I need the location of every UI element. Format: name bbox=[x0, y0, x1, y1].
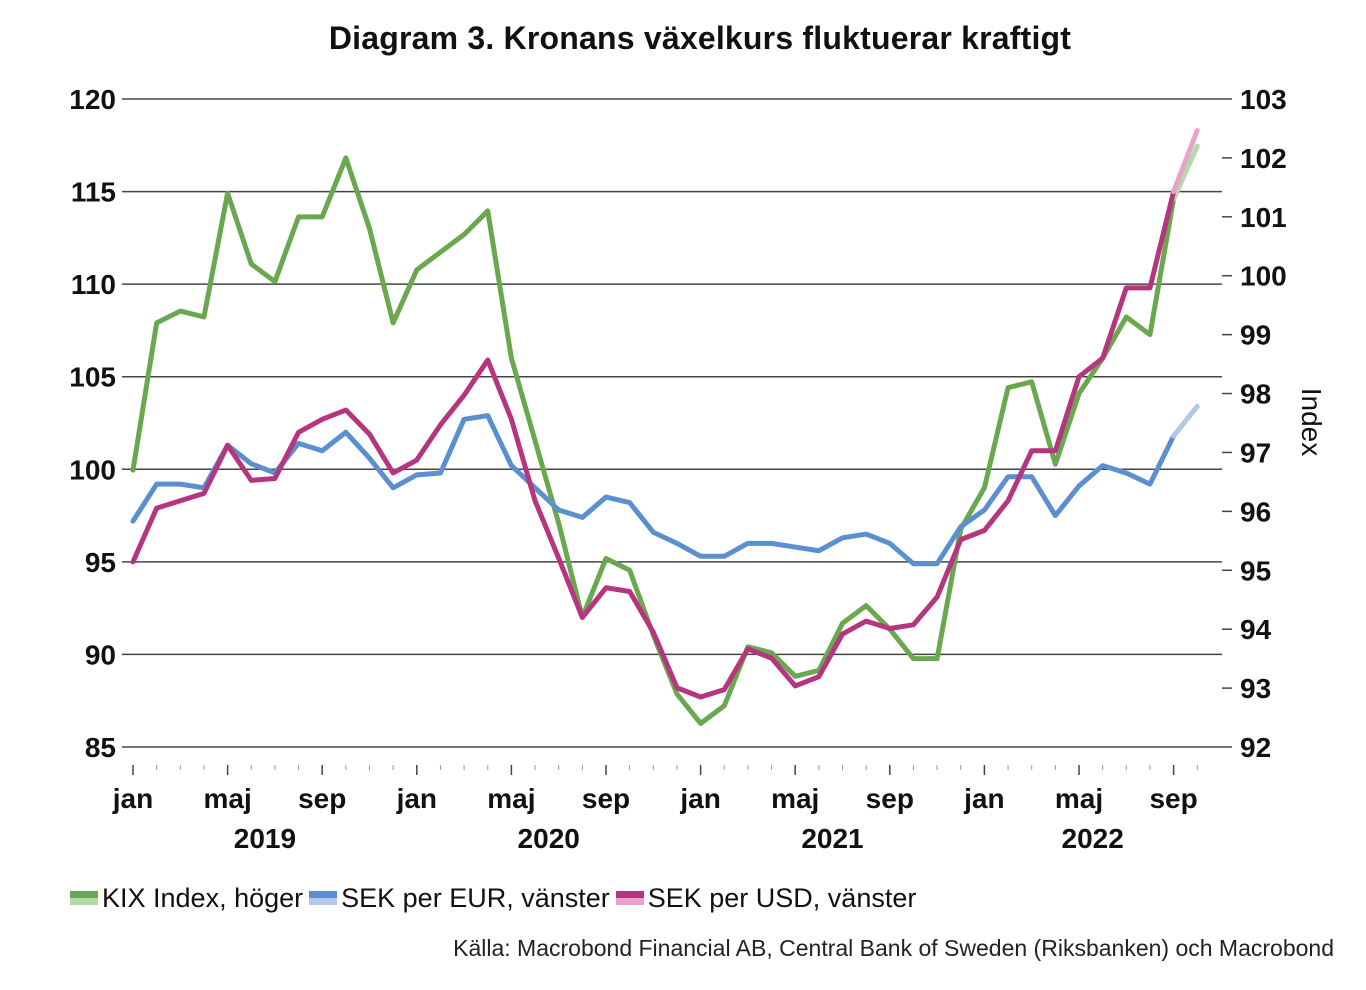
x-month-label: sep bbox=[582, 783, 630, 814]
x-year-label: 2022 bbox=[1062, 823, 1124, 854]
series-line-projection bbox=[1171, 127, 1200, 195]
left-tick-label: 120 bbox=[69, 84, 116, 115]
right-tick-label: 103 bbox=[1240, 84, 1287, 115]
x-month-label: jan bbox=[679, 783, 720, 814]
left-tick-label: 110 bbox=[71, 269, 116, 300]
legend-swatch bbox=[615, 891, 644, 905]
x-year-label: 2019 bbox=[234, 823, 296, 854]
right-y-axis: 92 93 94 95 96 97 98 99 100 101 102 103 bbox=[1222, 84, 1287, 763]
series-line-projection bbox=[1171, 143, 1200, 202]
x-month-label: maj bbox=[487, 783, 535, 814]
chart-title: Diagram 3. Kronans växelkurs fluktuerar … bbox=[328, 20, 1072, 56]
left-tick-label: 95 bbox=[85, 547, 116, 578]
source-note: Källa: Macrobond Financial AB, Central B… bbox=[453, 935, 1334, 961]
right-tick-label: 92 bbox=[1240, 732, 1271, 763]
x-year-label: 2021 bbox=[801, 823, 863, 854]
series-line bbox=[130, 413, 1177, 567]
series-line bbox=[130, 189, 1177, 700]
right-tick-label: 101 bbox=[1240, 202, 1287, 233]
x-axis: jan maj sep jan maj sep jan maj sep jan maj sep2019… bbox=[112, 765, 1198, 854]
series-lines bbox=[130, 127, 1200, 726]
x-month-label: maj bbox=[203, 783, 251, 814]
right-axis-title: Index bbox=[1296, 388, 1327, 457]
x-month-label: jan bbox=[396, 783, 437, 814]
left-tick-label: 100 bbox=[69, 454, 116, 485]
right-tick-label: 95 bbox=[1240, 555, 1271, 586]
x-month-label: sep bbox=[1149, 783, 1197, 814]
left-tick-label: 105 bbox=[69, 362, 116, 393]
right-tick-label: 96 bbox=[1240, 496, 1271, 527]
line-chart: 85 90 95 100 105 110 115 120 92 93 94 95 96 97 98 99 10… bbox=[69, 84, 1327, 854]
legend-label: KIX Index, höger bbox=[102, 882, 304, 913]
series-line bbox=[130, 155, 1177, 726]
x-month-label: maj bbox=[1055, 783, 1103, 814]
legend-item: SEK per USD, vänster bbox=[615, 882, 917, 914]
right-tick-label: 97 bbox=[1240, 437, 1271, 468]
right-tick-label: 98 bbox=[1240, 379, 1271, 410]
x-month-label: jan bbox=[112, 783, 153, 814]
grid-lines bbox=[122, 98, 1222, 748]
x-month-label: maj bbox=[771, 783, 819, 814]
x-month-label: sep bbox=[298, 783, 346, 814]
right-tick-label: 99 bbox=[1240, 320, 1271, 351]
right-tick-label: 93 bbox=[1240, 673, 1271, 704]
legend-item: SEK per EUR, vänster bbox=[309, 883, 610, 914]
left-tick-label: 90 bbox=[85, 639, 116, 670]
x-month-label: sep bbox=[866, 783, 914, 814]
left-y-axis: 85 90 95 100 105 110 115 120 bbox=[69, 84, 116, 763]
legend-swatch bbox=[70, 891, 98, 905]
x-year-label: 2020 bbox=[518, 823, 580, 854]
series-line-projection bbox=[1171, 403, 1200, 439]
legend-swatch bbox=[309, 891, 338, 905]
left-tick-label: 115 bbox=[71, 177, 116, 208]
right-tick-label: 94 bbox=[1240, 614, 1272, 645]
legend-label: SEK per EUR, vänster bbox=[341, 882, 610, 913]
right-tick-label: 102 bbox=[1240, 143, 1287, 174]
x-month-label: jan bbox=[963, 783, 1004, 814]
legend-item: KIX Index, höger bbox=[70, 883, 303, 914]
right-tick-label: 100 bbox=[1240, 261, 1287, 292]
left-tick-label: 85 bbox=[85, 732, 116, 763]
legend-label: SEK per USD, vänster bbox=[647, 882, 917, 913]
legend: KIX Index, höger SEK per EUR, vänster SEK … bbox=[70, 880, 922, 916]
